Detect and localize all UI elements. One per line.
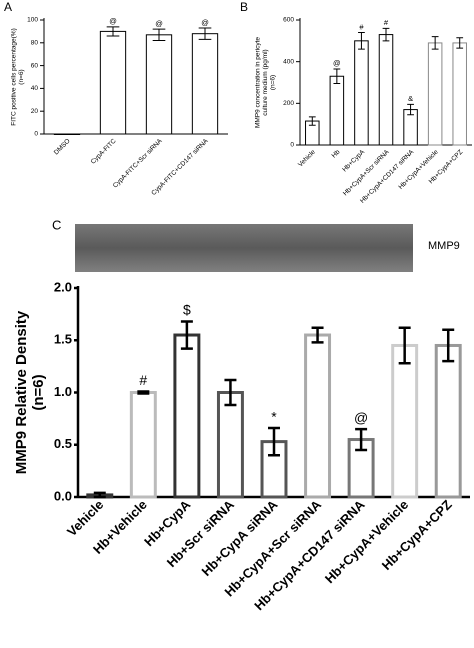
- bar-annotation: &: [408, 94, 413, 103]
- error-bar: [407, 103, 414, 116]
- x-tick-label: Hb+CypA+Scr siRNA: [342, 148, 391, 197]
- bar: [145, 34, 173, 135]
- x-tick-label: Hb+CypA siRNA: [199, 497, 281, 579]
- y-axis-label: FITC positive cells percentage(%): [11, 28, 18, 126]
- y-tick-label: 0.5: [54, 436, 72, 451]
- error-bar: [152, 28, 166, 42]
- y-tick-label: 20: [31, 108, 39, 115]
- bar-annotation: #: [139, 372, 147, 388]
- error-bar: [137, 390, 150, 395]
- bar: [191, 33, 219, 135]
- bar: [452, 42, 467, 146]
- y-axis-label: (n=6): [18, 69, 25, 84]
- blot-image: [75, 224, 413, 272]
- y-tick-label: 1.5: [54, 332, 72, 347]
- bar: [216, 391, 244, 499]
- x-tick-label: Vehicle: [297, 148, 317, 168]
- error-bar: [308, 116, 316, 126]
- bar-annotation: @: [155, 19, 163, 28]
- bar-annotation: *: [271, 408, 277, 424]
- error-bar: [106, 26, 120, 37]
- bar: [329, 75, 345, 146]
- bar-annotation: @: [109, 17, 117, 26]
- bar: [378, 34, 394, 146]
- y-tick-label: 0: [34, 131, 38, 138]
- bar: [391, 343, 419, 499]
- x-tick-label: Hb+CypA: [341, 148, 366, 173]
- error-bar: [382, 27, 390, 42]
- panel-label: C: [52, 217, 61, 232]
- error-bar: [198, 27, 212, 40]
- bar: [129, 391, 157, 499]
- y-tick-label: 0.0: [54, 488, 72, 503]
- x-tick-label: DMSO: [53, 138, 72, 157]
- error-bar: [333, 68, 341, 85]
- y-axis-label: (n=6): [270, 75, 277, 90]
- error-bar: [431, 36, 439, 50]
- y-axis-label: culture medium (pg/ml): [262, 49, 269, 115]
- panel-label: B: [240, 0, 248, 14]
- y-tick-label: 400: [283, 58, 294, 65]
- error-bar: [180, 320, 193, 350]
- y-tick-label: 200: [283, 100, 294, 107]
- y-tick-label: 0: [290, 142, 294, 149]
- y-tick-label: 60: [31, 62, 39, 69]
- bar: [99, 30, 127, 135]
- x-tick-label: Hb: [331, 148, 342, 159]
- bar-annotation: #: [384, 18, 389, 27]
- bar: [427, 42, 443, 146]
- y-tick-label: 1.0: [54, 384, 72, 399]
- error-bar: [358, 32, 365, 50]
- bar: [304, 333, 332, 499]
- bar: [173, 333, 201, 499]
- error-bar: [355, 427, 368, 452]
- x-tick-label: Hb+CypA+Vehicle: [322, 497, 411, 586]
- y-tick-label: 100: [27, 17, 38, 24]
- bar-annotation: @: [354, 409, 368, 425]
- bar-annotation: @: [333, 59, 341, 68]
- y-axis-label: (n=6): [30, 374, 47, 410]
- blot-label: MMP9: [428, 240, 460, 252]
- y-tick-label: 600: [283, 17, 294, 24]
- bar-annotation: @: [201, 18, 209, 27]
- x-tick-label: CypA-FITC+Scr siRNA: [112, 137, 164, 189]
- y-tick-label: 2.0: [54, 279, 72, 294]
- x-tick-label: CypA-FITC: [90, 137, 118, 165]
- bar-annotation: $: [183, 302, 191, 318]
- error-bar: [224, 378, 237, 407]
- error-bar: [93, 491, 106, 499]
- panel-label: A: [4, 0, 12, 14]
- bar: [434, 343, 462, 499]
- y-axis-label: MMP9 Relative Density: [13, 310, 30, 474]
- y-tick-label: 40: [31, 85, 39, 92]
- error-bar: [311, 326, 324, 344]
- y-tick-label: 80: [31, 40, 39, 47]
- error-bar: [456, 37, 464, 49]
- error-bar: [398, 326, 411, 365]
- y-axis-label: MMP9 concentration in pericyte: [255, 37, 262, 128]
- error-bar: [268, 426, 280, 457]
- bar-annotation: #: [359, 22, 364, 31]
- error-bar: [442, 328, 455, 363]
- bar: [354, 40, 369, 146]
